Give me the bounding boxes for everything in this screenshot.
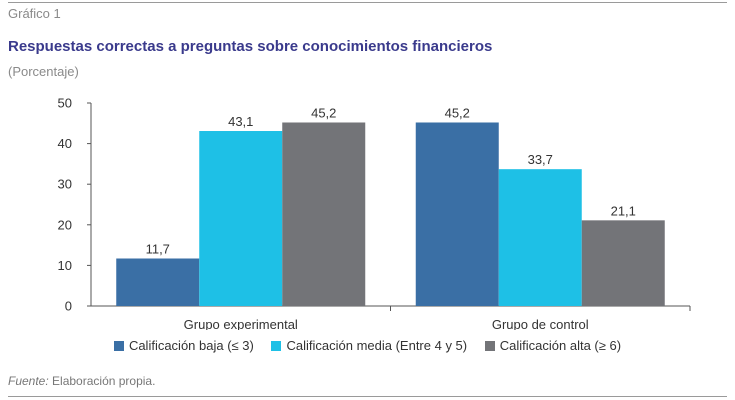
bar bbox=[199, 131, 283, 306]
chart-title: Respuestas correctas a preguntas sobre c… bbox=[8, 38, 493, 55]
y-tick-label: 40 bbox=[58, 136, 72, 151]
legend-label-alta: Calificación alta (≥ 6) bbox=[499, 338, 622, 353]
y-tick-label: 30 bbox=[58, 177, 72, 192]
data-label: 45,2 bbox=[311, 105, 336, 120]
legend-label-media: Calificación media (Entre 4 y 5) bbox=[286, 338, 468, 353]
bar bbox=[116, 258, 200, 306]
bar-chart: 0 10 20 30 40 50 Grupo experimental Grupo de co… bbox=[58, 96, 691, 330]
source-label: Fuente: bbox=[8, 374, 49, 388]
legend-swatch-alta bbox=[484, 340, 495, 351]
y-tick-label: 0 bbox=[65, 299, 72, 314]
legend-swatch-media bbox=[271, 340, 282, 351]
y-tick-label: 50 bbox=[58, 96, 72, 111]
source-note: Fuente: Elaboración propia. bbox=[8, 374, 155, 388]
legend-item-alta: Calificación alta (≥ 6) bbox=[484, 338, 622, 353]
figure-label: Gráfico 1 bbox=[8, 6, 61, 21]
data-labels: 11,7 43,1 45,2 45,2 33,7 21,1 bbox=[146, 105, 636, 256]
legend-item-baja: Calificación baja (≤ 3) bbox=[113, 338, 254, 353]
bars bbox=[116, 122, 665, 306]
data-label: 11,7 bbox=[146, 241, 170, 256]
legend-item-media: Calificación media (Entre 4 y 5) bbox=[271, 338, 467, 353]
y-tick-label: 20 bbox=[58, 217, 72, 232]
bar bbox=[282, 122, 366, 306]
bar bbox=[581, 220, 665, 306]
top-rule bbox=[8, 2, 727, 3]
legend-label-baja: Calificación baja (≤ 3) bbox=[128, 338, 254, 353]
y-tick-label: 10 bbox=[58, 258, 72, 273]
data-label: 21,1 bbox=[611, 203, 636, 218]
source-text: Elaboración propia. bbox=[48, 374, 156, 388]
bar bbox=[415, 122, 499, 306]
x-category-label: Grupo experimental bbox=[184, 317, 298, 330]
axes: 0 10 20 30 40 50 Grupo experimental Grupo de co… bbox=[58, 96, 691, 330]
x-category-label: Grupo de control bbox=[492, 317, 589, 330]
legend: Calificación baja (≤ 3) Calificación med… bbox=[0, 338, 735, 354]
legend-swatch-baja bbox=[113, 340, 124, 351]
bar bbox=[498, 169, 582, 306]
data-label: 33,7 bbox=[528, 152, 553, 167]
data-label: 43,1 bbox=[228, 114, 253, 129]
bottom-rule bbox=[8, 396, 727, 397]
data-label: 45,2 bbox=[445, 105, 470, 120]
chart-subtitle: (Porcentaje) bbox=[8, 64, 79, 79]
